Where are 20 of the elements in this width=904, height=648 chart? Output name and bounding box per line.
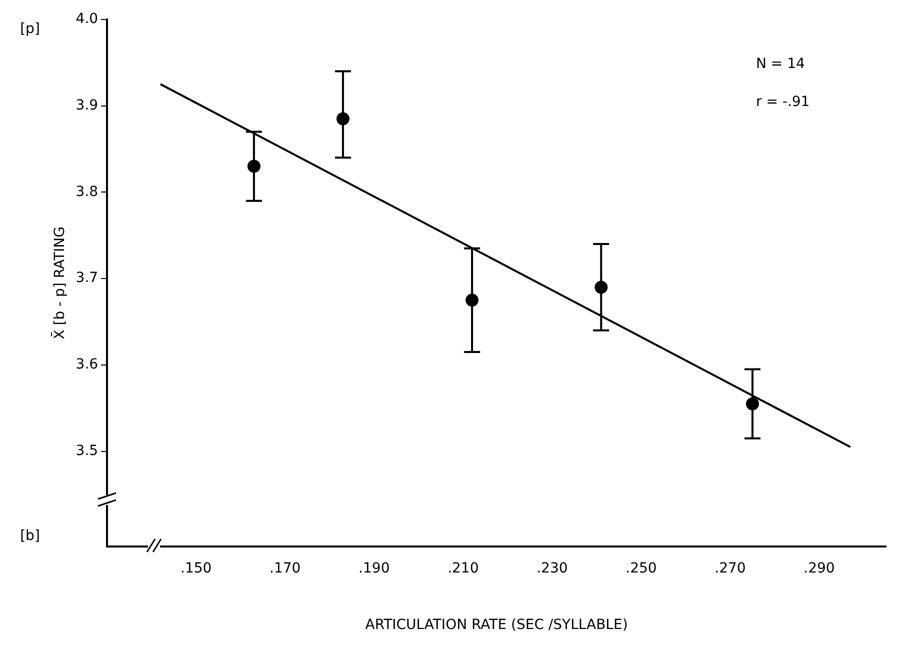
y-tick-label: 3.8 xyxy=(76,184,98,200)
x-tick-label: .190 xyxy=(358,560,390,576)
x-tick-label: .290 xyxy=(804,560,835,576)
y-tick-label: 4.0 xyxy=(76,11,98,28)
text: [p] xyxy=(20,21,40,38)
y-axis-title: X̄ [b - p] RATING xyxy=(50,226,68,340)
x-tick-label: .270 xyxy=(714,560,746,576)
x-tick-label: .170 xyxy=(270,560,301,576)
x-tick-label: .230 xyxy=(536,560,568,576)
annotation: r = -.91 xyxy=(756,94,810,110)
x-tick-label: .250 xyxy=(626,560,657,576)
x-tick-label: .150 xyxy=(180,560,212,576)
y-tick-label: 3.5 xyxy=(76,443,98,460)
y-tick-label: 3.7 xyxy=(76,270,98,286)
x-axis-title: ARTICULATION RATE (SEC /SYLLABLE) xyxy=(365,617,628,634)
text: [b] xyxy=(20,528,40,544)
y-tick-label: 3.6 xyxy=(76,356,98,373)
x-tick-label: .210 xyxy=(448,560,479,576)
annotation: N = 14 xyxy=(756,56,806,72)
y-tick-label: 3.9 xyxy=(76,97,98,114)
